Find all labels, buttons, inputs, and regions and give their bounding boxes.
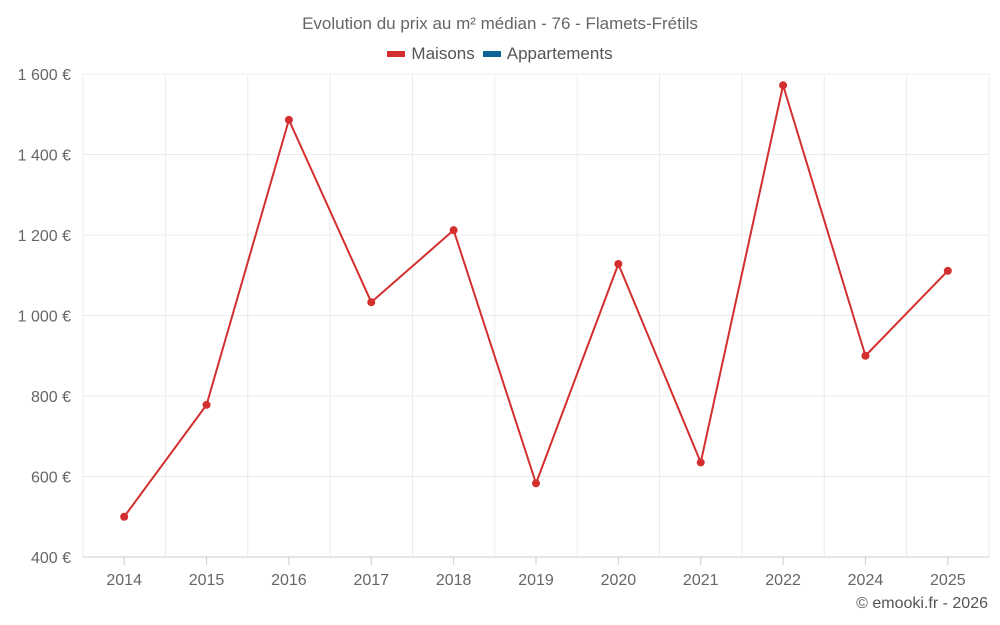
y-tick-label: 1 000 € [18,309,71,326]
data-point[interactable] [367,298,376,307]
legend-label-maisons: Maisons [411,44,475,63]
y-tick-label: 1 400 € [18,148,71,165]
x-tick-label: 2014 [106,572,142,589]
x-tick-label: 2018 [436,572,472,589]
data-point[interactable] [696,458,705,467]
chart-title: Evolution du prix au m² médian - 76 - Fl… [302,14,698,33]
legend-label-appartements: Appartements [506,44,613,63]
data-point[interactable] [614,259,623,268]
x-tick-label: 2021 [683,572,719,589]
axes: 400 € 600 € 800 € 1 000 € 1 200 € 1 400 € 1 60… [18,67,989,589]
y-tick-label: 1 600 € [18,67,71,84]
x-tick-label: 2020 [601,572,637,589]
data-point[interactable] [120,512,129,521]
data-point[interactable] [202,400,211,409]
y-tick-label: 1 200 € [18,228,71,245]
grid [82,73,990,558]
x-tick-label: 2017 [353,572,389,589]
y-tick-label: 600 € [31,470,71,487]
x-tick-label: 2025 [930,572,966,589]
data-point[interactable] [943,266,952,275]
data-point[interactable] [861,351,870,360]
credit-text: © emooki.fr - 2026 [856,595,988,612]
legend-item-appartements[interactable]: Appartements [482,44,613,64]
data-point[interactable] [779,81,788,90]
data-point[interactable] [449,226,458,235]
legend-item-maisons[interactable]: Maisons [387,44,475,64]
legend-swatch-appartements [482,51,501,57]
chart-legend: Maisons Appartements [0,44,1000,64]
legend-swatch-maisons [387,51,406,57]
x-tick-label: 2016 [271,572,307,589]
y-tick-label: 400 € [31,550,71,567]
series-layer [120,81,952,521]
x-tick-label: 2019 [518,572,554,589]
data-point[interactable] [284,115,293,124]
y-tick-label: 800 € [31,389,71,406]
data-point[interactable] [532,479,540,488]
x-tick-label: 2015 [189,572,225,589]
x-tick-label: 2022 [765,572,801,589]
x-tick-label: 2024 [848,572,884,589]
